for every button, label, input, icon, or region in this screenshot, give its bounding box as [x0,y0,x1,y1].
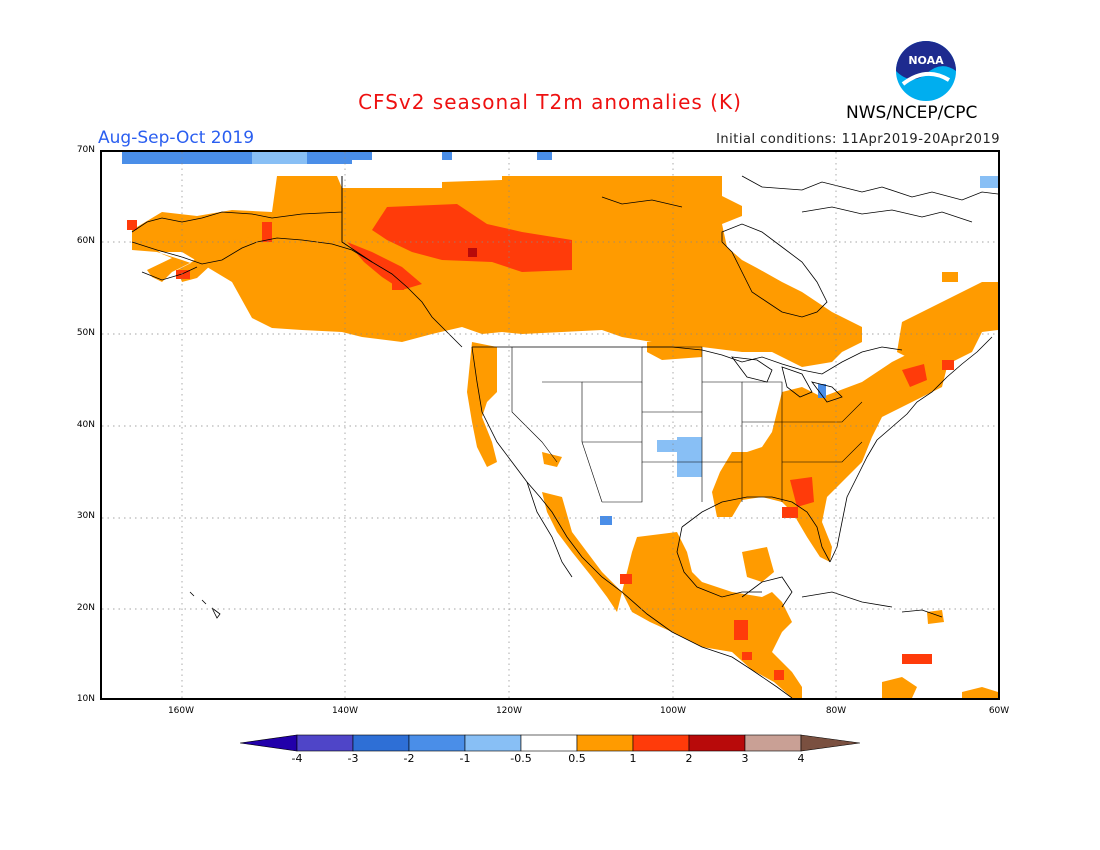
anomaly-warm-1 [132,176,998,698]
colorbar-bin-3 [408,734,466,752]
colorbar-bin-1 [296,734,354,752]
colorbar-bin-5 [520,734,578,752]
forecast-period: Aug-Sep-Oct 2019 [98,128,255,148]
lat-tick-30n: 30N [76,511,95,521]
colorbar-bin-2 [352,734,410,752]
colorbar-bin-8 [688,734,746,752]
map-canvas [102,152,998,698]
anomaly-cool-2 [122,152,826,525]
initial-conditions: Initial conditions: 11Apr2019-20Apr2019 [716,132,1000,147]
colorbar-bin-7 [632,734,690,752]
colorbar-label: 0.5 [568,752,586,765]
colorbar-label: 1 [629,752,637,765]
lat-tick-50n: 50N [76,328,95,338]
colorbar-label: 2 [685,752,693,765]
chart-title: CFSv2 seasonal T2m anomalies (K) [358,90,742,114]
colorbar-label: 3 [741,752,749,765]
anomaly-map [100,150,1000,700]
colorbar-label: -0.5 [510,752,532,765]
lon-tick-120w: 120W [495,706,523,716]
colorbar-bin-9 [744,734,802,752]
logo-text: NOAA [908,54,944,67]
colorbar [240,734,860,752]
colorbar-label: -3 [347,752,359,765]
anomaly-warm-3 [468,248,477,257]
graticule [102,152,998,698]
colorbar-bin-4 [464,734,522,752]
lon-tick-60w: 60W [988,706,1010,716]
noaa-logo: NOAA [896,41,956,101]
colorbar-label: -1 [459,752,471,765]
colorbar-bin-6 [576,734,634,752]
colorbar-arrow-right [800,734,860,752]
lat-tick-20n: 20N [76,603,95,613]
state-borders [511,346,863,503]
lon-tick-160w: 160W [167,706,195,716]
lon-tick-100w: 100W [659,706,687,716]
lon-tick-80w: 80W [825,706,847,716]
lat-tick-60n: 60N [76,236,95,246]
anomaly-warm-2 [127,204,954,680]
anomaly-cool-1 [252,152,998,477]
colorbar-arrow-left [240,734,298,752]
colorbar-label: -2 [403,752,415,765]
lat-tick-40n: 40N [76,420,95,430]
lat-tick-70n: 70N [76,145,95,155]
colorbar-label: 4 [797,752,805,765]
colorbar-label: -4 [291,752,303,765]
lon-tick-140w: 140W [331,706,359,716]
lat-tick-10n: 10N [76,694,95,704]
agency-label: NWS/NCEP/CPC [846,103,978,123]
